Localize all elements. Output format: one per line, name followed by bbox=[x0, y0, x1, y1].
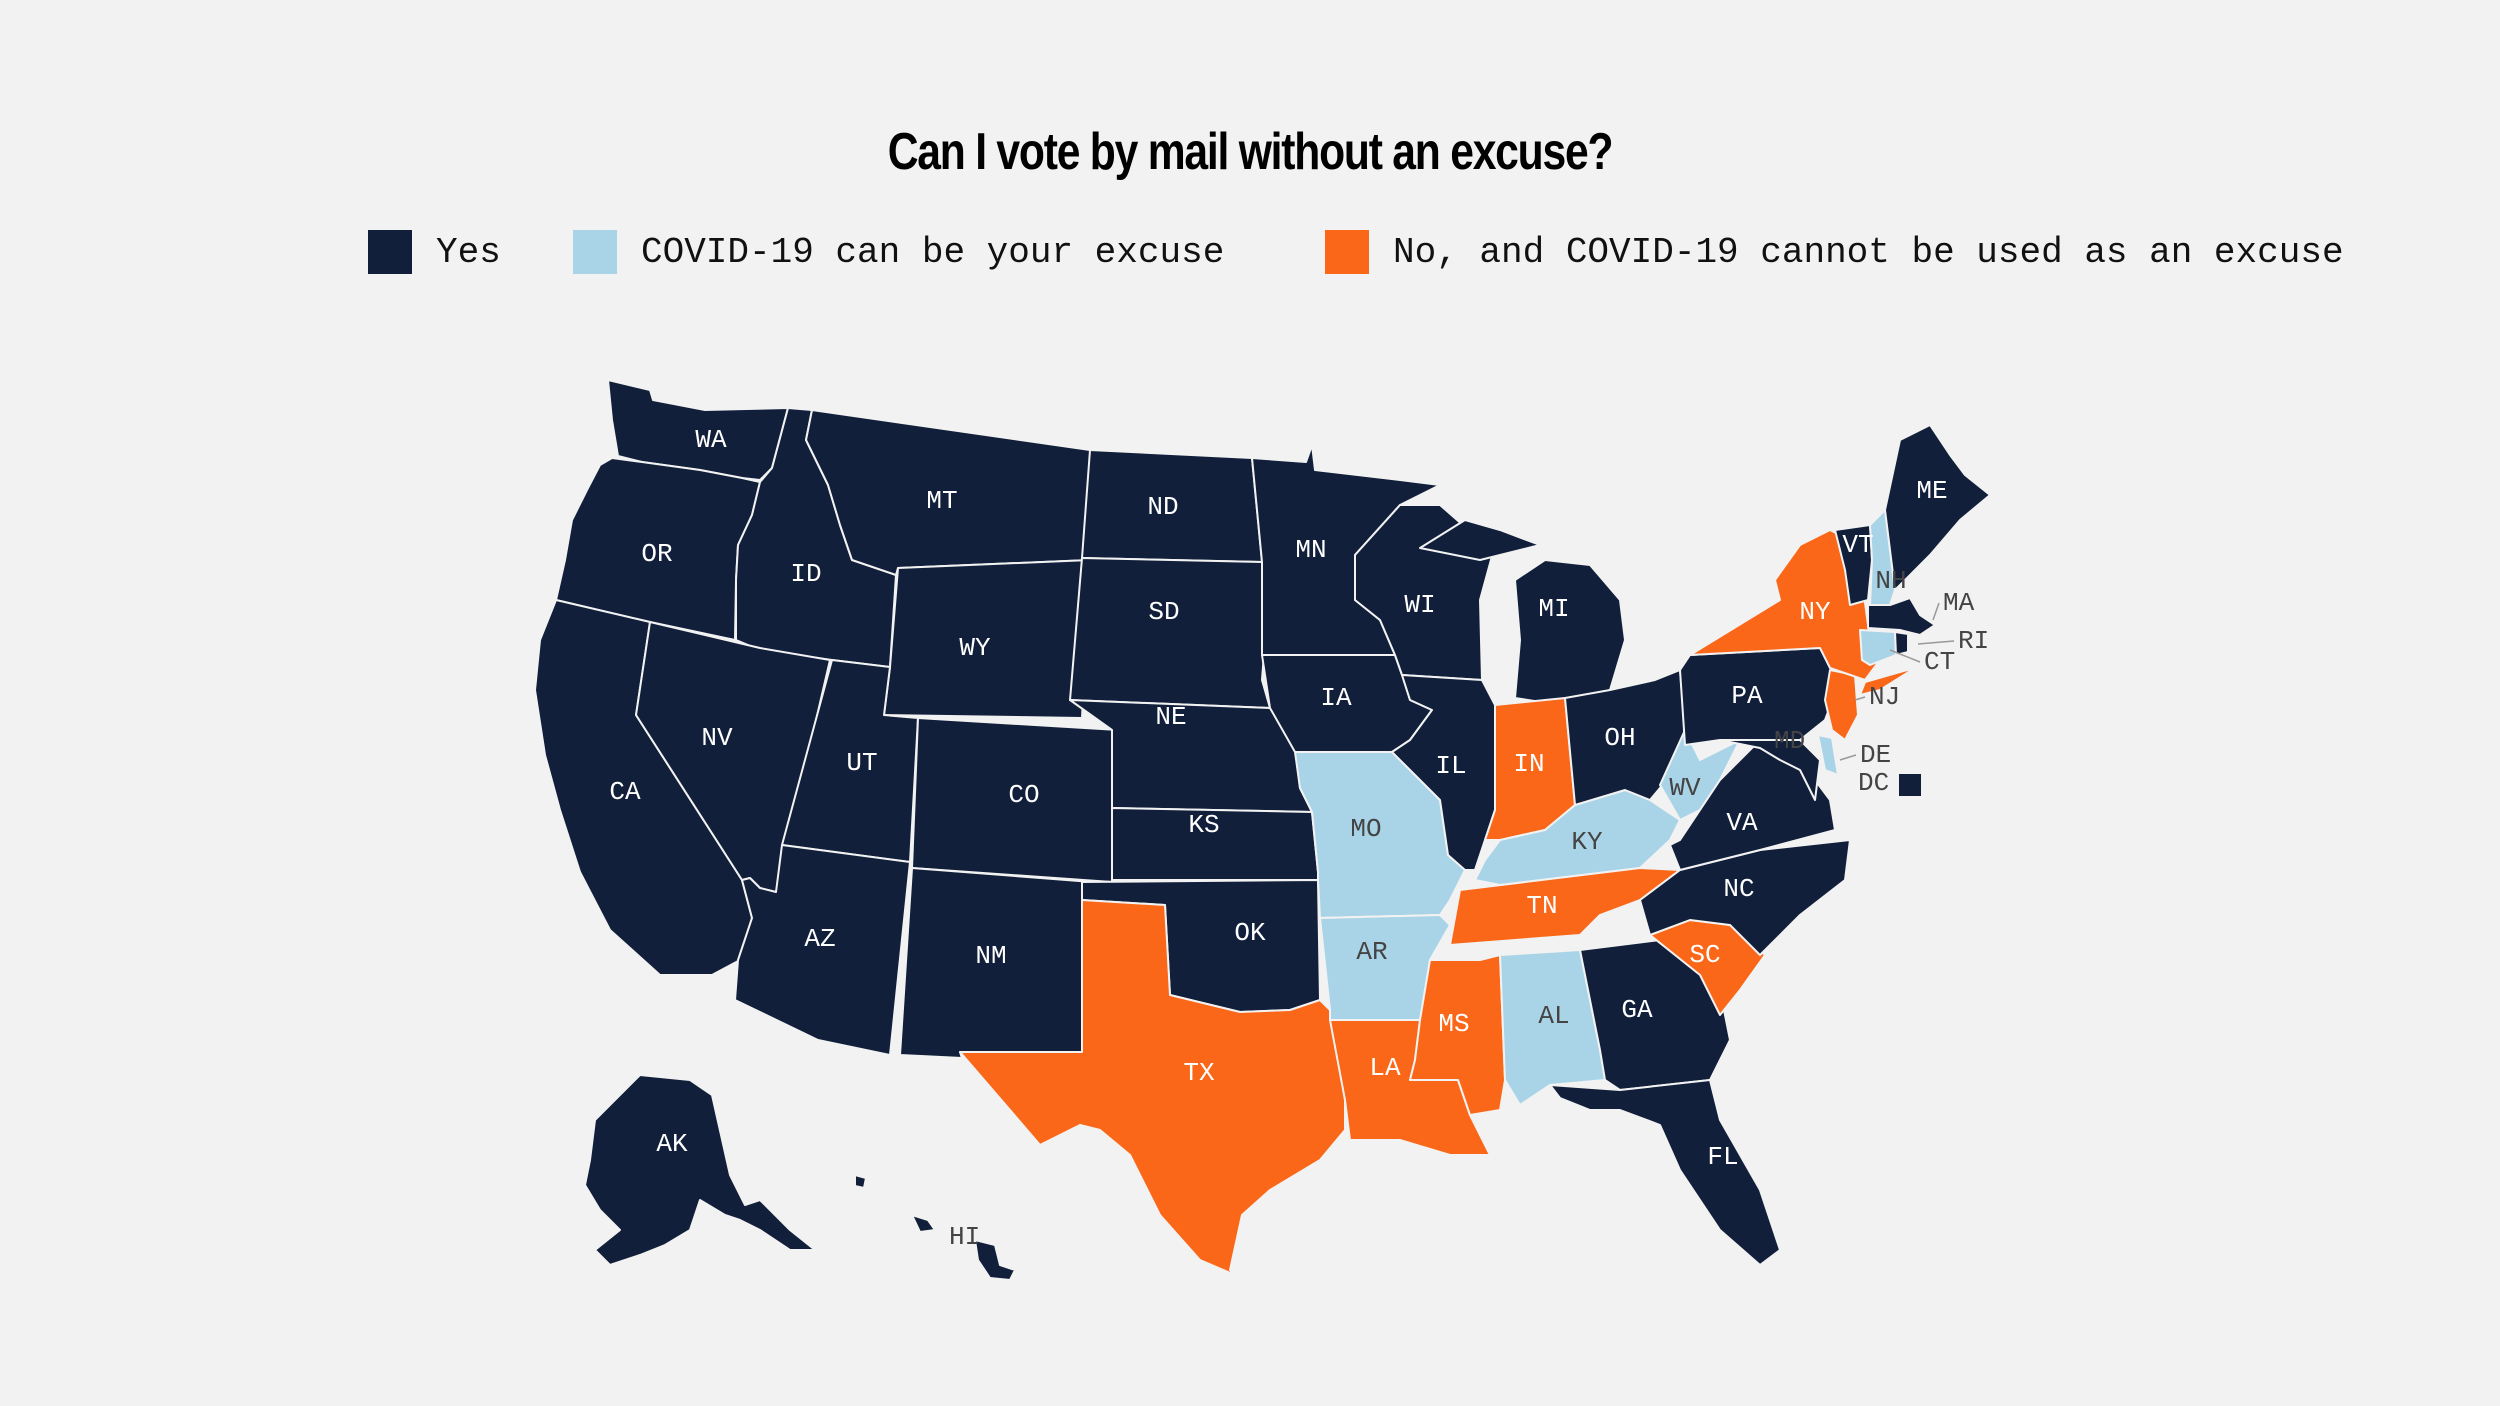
state-md[interactable] bbox=[1719, 739, 1821, 801]
state-ma[interactable] bbox=[1867, 597, 1936, 636]
state-label-va: VA bbox=[1726, 808, 1758, 838]
state-de[interactable] bbox=[1817, 734, 1839, 776]
state-label-la: LA bbox=[1369, 1053, 1401, 1083]
state-ms[interactable] bbox=[1409, 954, 1506, 1116]
legend-label-covid: COVID-19 can be your excuse bbox=[641, 231, 1225, 273]
state-label-ca: CA bbox=[609, 777, 641, 807]
state-label-hi: HI bbox=[949, 1222, 980, 1252]
state-label-vt: VT bbox=[1842, 530, 1873, 560]
state-label-tx: TX bbox=[1183, 1058, 1215, 1088]
state-label-ar: AR bbox=[1356, 937, 1387, 967]
state-az[interactable] bbox=[734, 844, 911, 1056]
state-label-wa: WA bbox=[695, 425, 727, 455]
state-mi[interactable] bbox=[1514, 559, 1626, 706]
state-label-wi: WI bbox=[1404, 590, 1435, 620]
state-ct[interactable] bbox=[1859, 629, 1897, 666]
legend-swatch-no bbox=[1325, 230, 1369, 274]
state-label-in: IN bbox=[1513, 749, 1544, 779]
legend-swatch-yes bbox=[368, 230, 412, 274]
state-label-nj: NJ bbox=[1869, 682, 1900, 712]
map-title: Can I vote by mail without an excuse? bbox=[887, 123, 1614, 181]
legend-item-covid: COVID-19 can be your excuse bbox=[573, 230, 1224, 274]
state-label-mt: MT bbox=[926, 486, 957, 516]
state-label-ut: UT bbox=[846, 748, 877, 778]
state-label-nc: NC bbox=[1723, 874, 1754, 904]
state-label-co: CO bbox=[1008, 780, 1039, 810]
state-wy[interactable] bbox=[883, 559, 1091, 719]
state-label-nd: ND bbox=[1147, 492, 1178, 522]
state-label-or: OR bbox=[641, 539, 672, 569]
state-label-sc: SC bbox=[1689, 940, 1720, 970]
state-label-ga: GA bbox=[1621, 995, 1653, 1025]
state-label-id: ID bbox=[790, 559, 821, 589]
state-label-al: AL bbox=[1538, 1001, 1569, 1031]
state-label-ct: CT bbox=[1924, 647, 1955, 677]
state-label-pa: PA bbox=[1731, 681, 1763, 711]
state-me[interactable] bbox=[1884, 424, 1991, 591]
state-hi[interactable] bbox=[854, 1174, 1016, 1281]
state-ky[interactable] bbox=[1474, 789, 1681, 886]
legend-item-no: No, and COVID-19 cannot be used as an ex… bbox=[1325, 230, 2344, 274]
state-tn[interactable] bbox=[1449, 867, 1681, 946]
state-label-az: AZ bbox=[804, 924, 835, 954]
leader-line-ct bbox=[1889, 649, 1921, 663]
state-label-fl: FL bbox=[1707, 1142, 1738, 1172]
state-label-ny: NY bbox=[1799, 597, 1831, 627]
state-nj[interactable] bbox=[1824, 669, 1859, 741]
state-sd[interactable] bbox=[1069, 557, 1271, 709]
state-ri[interactable] bbox=[1894, 631, 1909, 656]
legend-swatch-covid bbox=[573, 230, 617, 274]
state-label-ms: MS bbox=[1438, 1009, 1469, 1039]
state-label-ak: AK bbox=[656, 1129, 688, 1159]
state-label-ok: OK bbox=[1234, 918, 1266, 948]
state-label-wy: WY bbox=[959, 633, 991, 663]
leader-line-nj bbox=[1854, 696, 1866, 701]
state-label-il: IL bbox=[1435, 751, 1466, 781]
state-label-wv: WV bbox=[1669, 773, 1701, 803]
state-label-mo: MO bbox=[1350, 814, 1381, 844]
state-label-me: ME bbox=[1916, 476, 1947, 506]
state-label-nv: NV bbox=[701, 723, 733, 753]
legend-label-yes: Yes bbox=[436, 231, 501, 273]
legend-label-no: No, and COVID-19 cannot be used as an ex… bbox=[1393, 231, 2344, 273]
state-label-nh: NH bbox=[1875, 566, 1906, 596]
state-wa[interactable] bbox=[607, 379, 789, 481]
state-label-ma: MA bbox=[1943, 588, 1975, 618]
state-ny-part[interactable] bbox=[1859, 667, 1916, 696]
state-label-ky: KY bbox=[1571, 827, 1603, 857]
state-label-tn: TN bbox=[1526, 891, 1557, 921]
legend-item-yes: Yes bbox=[368, 230, 501, 274]
state-label-dc: DC bbox=[1858, 768, 1889, 798]
state-ak[interactable] bbox=[584, 1074, 816, 1266]
state-label-mn: MN bbox=[1295, 535, 1326, 565]
state-fl[interactable] bbox=[1549, 1079, 1781, 1266]
leader-line-de bbox=[1839, 754, 1857, 761]
state-label-md: MD bbox=[1774, 726, 1805, 756]
state-label-ri: RI bbox=[1958, 626, 1989, 656]
state-mi-part[interactable] bbox=[1419, 519, 1541, 561]
state-label-sd: SD bbox=[1148, 597, 1179, 627]
state-label-de: DE bbox=[1860, 740, 1891, 770]
state-tx[interactable] bbox=[959, 899, 1346, 1276]
state-label-mi: MI bbox=[1538, 594, 1569, 624]
state-label-oh: OH bbox=[1604, 723, 1635, 753]
state-label-ks: KS bbox=[1188, 810, 1219, 840]
state-label-nm: NM bbox=[975, 941, 1006, 971]
state-label-ne: NE bbox=[1155, 702, 1186, 732]
leader-line-ma bbox=[1932, 602, 1940, 621]
state-label-ia: IA bbox=[1320, 683, 1352, 713]
state-dc[interactable] bbox=[1897, 772, 1923, 798]
leader-line-ri bbox=[1917, 640, 1955, 645]
state-va[interactable] bbox=[1669, 739, 1836, 871]
